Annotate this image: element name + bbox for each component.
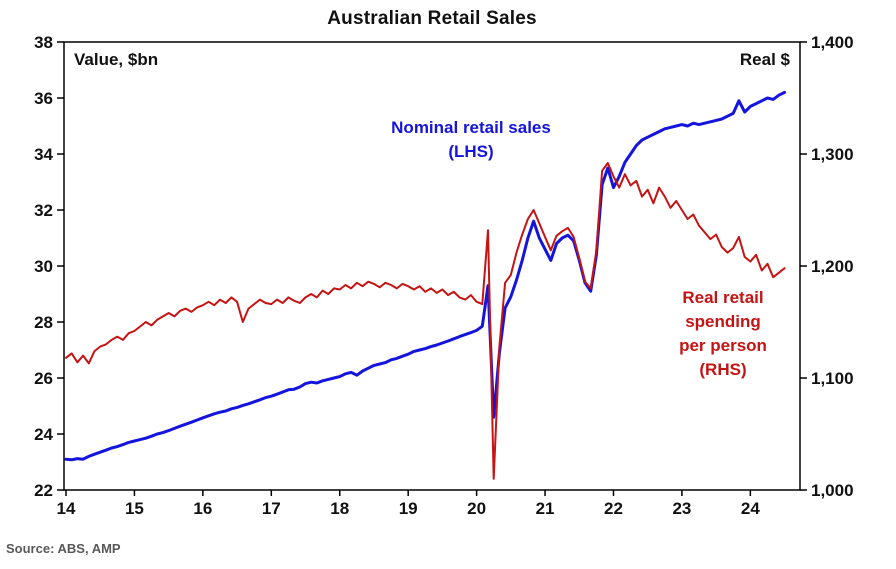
x-tick-label: 15 [125,499,144,518]
real-annotation-line4: (RHS) [699,360,747,379]
nominal-series-line [64,90,787,462]
x-tick-label: 20 [467,499,486,518]
real-annotation-line3: per person [679,336,767,355]
x-tick-label: 19 [399,499,418,518]
y-right-tick-label: 1,100 [811,369,854,388]
y-right-tick-label: 1,400 [811,33,854,52]
real-annotation-line2: spending [685,312,761,331]
y-left-tick-label: 28 [34,313,53,332]
y-left-tick-label: 32 [34,201,53,220]
nominal-series-annotation: Nominal retail sales (LHS) [348,116,594,164]
x-tick-label: 17 [262,499,281,518]
x-tick-label: 23 [672,499,691,518]
left-axis-unit-label: Value, $bn [74,50,159,69]
y-left-tick-label: 26 [34,369,53,388]
x-tick-label: 21 [536,499,555,518]
y-left-tick-label: 34 [34,145,53,164]
y-left-tick-label: 30 [34,257,53,276]
y-right-tick-label: 1,200 [811,257,854,276]
y-left-tick-label: 36 [34,89,53,108]
real-annotation-line1: Real retail [682,288,764,307]
real-series-annotation: Real retail spending per person (RHS) [642,286,804,382]
x-tick-label: 14 [57,499,76,518]
y-right-tick-label: 1,000 [811,481,854,500]
nominal-annotation-line1: Nominal retail sales [391,118,551,137]
chart-title: Australian Retail Sales [327,8,537,29]
x-tick-label: 18 [330,499,349,518]
x-tick-label: 24 [741,499,760,518]
plot-border [63,41,801,491]
y-left-tick-label: 38 [34,33,53,52]
source-note: Source: ABS, AMP [6,541,121,556]
y-right-tick-label: 1,300 [811,145,854,164]
real-series-line [65,162,786,480]
y-left-tick-label: 22 [34,481,53,500]
x-tick-label: 16 [193,499,212,518]
y-left-tick-label: 24 [34,425,53,444]
nominal-annotation-line2: (LHS) [448,142,494,161]
x-tick-label: 22 [604,499,623,518]
right-axis-unit-label: Real $ [739,50,790,69]
